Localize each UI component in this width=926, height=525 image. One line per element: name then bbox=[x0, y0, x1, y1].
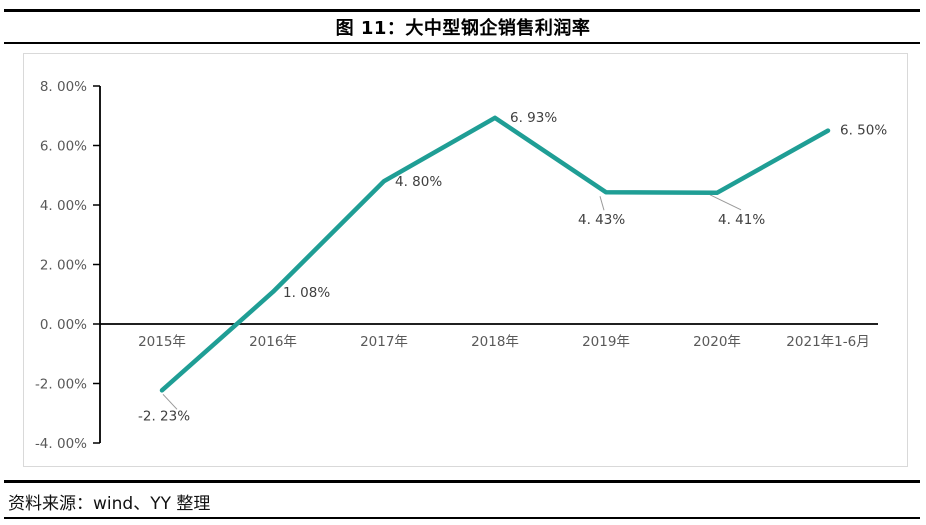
y-tick-label: -4. 00% bbox=[35, 436, 87, 452]
x-category-label: 2016年 bbox=[249, 334, 297, 350]
profit-margin-series-line bbox=[159, 115, 831, 393]
source-rule bbox=[4, 480, 920, 483]
data-point-label: 6. 50% bbox=[840, 123, 887, 139]
y-tick-label: 2. 00% bbox=[40, 258, 87, 274]
source-note: 资料来源：wind、YY 整理 bbox=[8, 494, 211, 514]
y-tick-label: 8. 00% bbox=[40, 79, 87, 95]
x-category-label: 2015年 bbox=[138, 334, 186, 350]
bottom-rule bbox=[4, 517, 920, 519]
data-label-leader-line bbox=[599, 196, 605, 211]
y-tick-label: 0. 00% bbox=[40, 317, 87, 333]
top-rule bbox=[4, 9, 920, 12]
title-rule bbox=[4, 42, 920, 44]
data-label-leader-line bbox=[709, 194, 742, 211]
data-point-label: 1. 08% bbox=[283, 285, 330, 301]
x-category-label: 2018年 bbox=[471, 334, 519, 350]
x-category-label: 2017年 bbox=[360, 334, 408, 350]
figure-title: 图 11：大中型钢企销售利润率 bbox=[335, 18, 591, 39]
data-label-leader-line bbox=[162, 394, 178, 410]
data-point-label: 4. 41% bbox=[718, 212, 765, 228]
data-point-label: 6. 93% bbox=[510, 110, 557, 126]
y-tick-label: -2. 00% bbox=[35, 377, 87, 393]
y-tick-label: 6. 00% bbox=[40, 139, 87, 155]
y-tick-label: 4. 00% bbox=[40, 198, 87, 214]
data-point-label: -2. 23% bbox=[138, 408, 190, 424]
chart-area: 8. 00% 6. 00% 4. 00% 2. 00% 0. 00% -2. 00% -4.… bbox=[23, 53, 908, 467]
data-point-label: 4. 80% bbox=[395, 174, 442, 190]
x-category-label: 2020年 bbox=[693, 334, 741, 350]
x-category-label: 2019年 bbox=[582, 334, 630, 350]
profit-line-chart: 8. 00% 6. 00% 4. 00% 2. 00% 0. 00% -2. 00% -4.… bbox=[35, 79, 887, 452]
x-category-label: 2021年1-6月 bbox=[786, 334, 869, 350]
data-point-label: 4. 43% bbox=[578, 212, 625, 228]
